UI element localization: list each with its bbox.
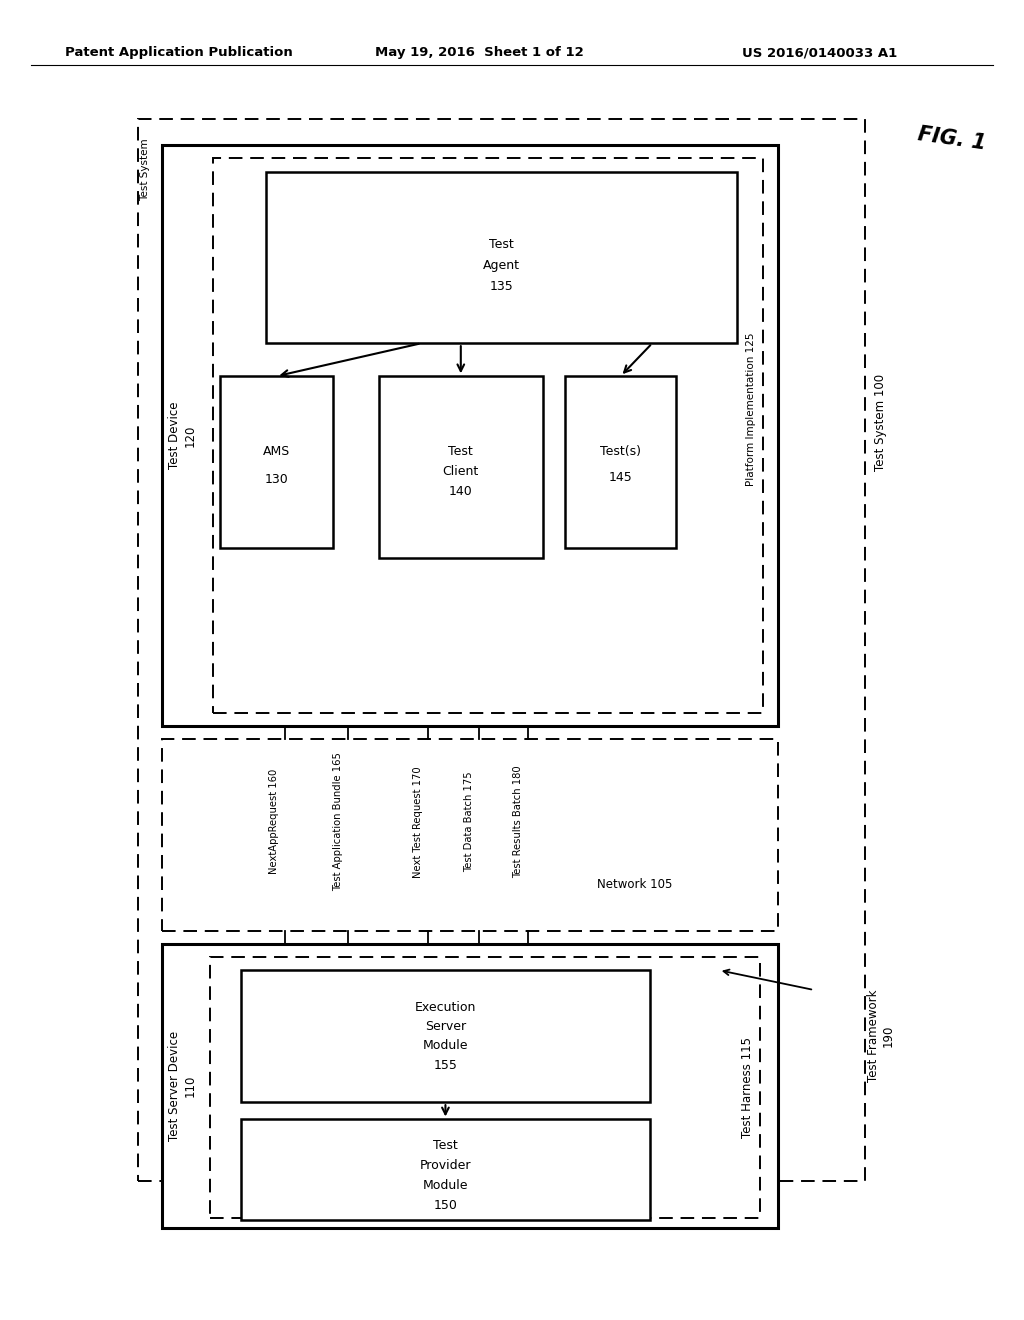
Bar (213, 158, 763, 713)
Text: Execution: Execution (415, 1001, 476, 1014)
Text: May 19, 2016  Sheet 1 of 12: May 19, 2016 Sheet 1 of 12 (375, 46, 584, 59)
Text: 150: 150 (433, 1199, 458, 1212)
Text: NextAppRequest 160: NextAppRequest 160 (269, 770, 280, 874)
Bar (210, 957, 760, 1218)
Text: Test(s): Test(s) (600, 445, 641, 458)
Text: Module: Module (423, 1039, 468, 1052)
Text: Next Test Request 170: Next Test Request 170 (413, 766, 423, 878)
Text: Client: Client (442, 465, 479, 478)
Text: 135: 135 (489, 280, 514, 293)
Text: Test: Test (433, 1139, 458, 1152)
Text: Test Data Batch 175: Test Data Batch 175 (464, 771, 474, 873)
Text: Platform Implementation 125: Platform Implementation 125 (745, 333, 756, 486)
Text: 155: 155 (433, 1059, 458, 1072)
Text: 145: 145 (608, 471, 633, 484)
Bar (241, 970, 650, 1102)
Bar (565, 376, 676, 548)
Bar (220, 376, 333, 548)
Text: Test: Test (449, 445, 473, 458)
Bar (266, 172, 737, 343)
Text: Test Server Device
110: Test Server Device 110 (168, 1031, 197, 1140)
Bar (379, 376, 543, 558)
Bar (162, 739, 778, 931)
Text: Test Results Batch 180: Test Results Batch 180 (513, 766, 523, 878)
Text: Provider: Provider (420, 1159, 471, 1172)
Bar (138, 119, 865, 1181)
Bar (162, 944, 778, 1228)
Text: FIG. 1: FIG. 1 (916, 124, 988, 153)
Text: Test Application Bundle 165: Test Application Bundle 165 (333, 752, 343, 891)
Text: 130: 130 (264, 473, 289, 486)
Bar (162, 145, 778, 726)
Text: Patent Application Publication: Patent Application Publication (66, 46, 293, 59)
Text: Server: Server (425, 1020, 466, 1034)
Text: Test Device
120: Test Device 120 (168, 401, 197, 470)
Text: AMS: AMS (263, 445, 290, 458)
Text: Test Harness 115: Test Harness 115 (741, 1038, 754, 1138)
Text: Test Framework
190: Test Framework 190 (866, 990, 895, 1082)
Bar (241, 1119, 650, 1220)
Text: US 2016/0140033 A1: US 2016/0140033 A1 (741, 46, 897, 59)
Text: Agent: Agent (483, 259, 520, 272)
Text: Test System 100: Test System 100 (874, 374, 887, 471)
Text: Test: Test (489, 238, 514, 251)
Text: 140: 140 (449, 484, 473, 498)
Text: Module: Module (423, 1179, 468, 1192)
Text: Test System: Test System (140, 139, 151, 201)
Text: Network 105: Network 105 (597, 878, 673, 891)
